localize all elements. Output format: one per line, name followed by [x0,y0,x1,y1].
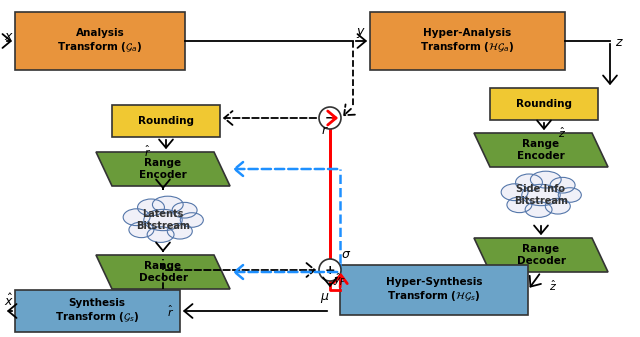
Circle shape [319,107,341,129]
Ellipse shape [501,184,528,201]
Text: $\sigma$: $\sigma$ [341,248,351,262]
Ellipse shape [152,196,183,213]
Text: $\hat{x}$: $\hat{x}$ [4,293,14,309]
Ellipse shape [550,177,575,193]
Polygon shape [474,238,608,272]
Text: Range
Encoder: Range Encoder [139,158,187,180]
Text: Rounding: Rounding [138,116,194,126]
Ellipse shape [167,223,192,239]
FancyBboxPatch shape [370,12,565,70]
FancyBboxPatch shape [15,12,185,70]
Text: Latents
Bitstream: Latents Bitstream [136,209,190,231]
FancyBboxPatch shape [340,265,528,315]
Polygon shape [96,152,230,186]
Text: Hyper-Synthesis
Transform ($\mathcal{HG}_s$): Hyper-Synthesis Transform ($\mathcal{HG}… [386,277,483,303]
Text: $x$: $x$ [4,31,14,43]
Text: Rounding: Rounding [516,99,572,109]
Ellipse shape [180,213,204,227]
Ellipse shape [525,202,552,217]
FancyBboxPatch shape [112,105,220,137]
Ellipse shape [558,188,581,202]
Text: $\hat{z}$: $\hat{z}$ [549,279,557,293]
FancyBboxPatch shape [15,290,180,332]
Ellipse shape [123,209,150,225]
Text: Synthesis
Transform ($\mathcal{G}_s$): Synthesis Transform ($\mathcal{G}_s$) [54,298,140,324]
Text: $\hat{r}$: $\hat{r}$ [168,303,175,319]
Ellipse shape [144,209,182,231]
Ellipse shape [138,199,164,216]
Text: $\hat{r}$: $\hat{r}$ [145,143,152,159]
Text: −: − [324,112,335,124]
Ellipse shape [531,171,561,188]
Text: Range
Encoder: Range Encoder [517,139,565,161]
Text: Range
Decoder: Range Decoder [516,244,566,266]
Text: $\hat{y}_F$: $\hat{y}_F$ [333,272,347,288]
Polygon shape [474,133,608,167]
Text: Analysis
Transform ($\mathcal{G}_a$): Analysis Transform ($\mathcal{G}_a$) [58,28,143,54]
Polygon shape [96,255,230,289]
Text: Range
Decoder: Range Decoder [138,261,188,283]
Text: $z$: $z$ [615,36,624,50]
Text: $\hat{z}$: $\hat{z}$ [558,126,566,140]
Ellipse shape [129,222,154,238]
Text: $y$: $y$ [356,26,366,40]
Ellipse shape [147,227,174,242]
Ellipse shape [172,202,197,218]
Text: $\mu$: $\mu$ [320,291,330,305]
Ellipse shape [522,184,560,206]
Text: $r$: $r$ [321,123,329,136]
Text: +: + [324,264,335,276]
Ellipse shape [507,197,532,213]
Circle shape [319,259,341,281]
Text: Hyper-Analysis
Transform ($\mathcal{HG}_a$): Hyper-Analysis Transform ($\mathcal{HG}_… [420,28,514,54]
FancyBboxPatch shape [490,88,598,120]
Text: Side Info
Bitstream: Side Info Bitstream [514,184,568,206]
Ellipse shape [545,198,570,214]
Ellipse shape [516,174,543,191]
